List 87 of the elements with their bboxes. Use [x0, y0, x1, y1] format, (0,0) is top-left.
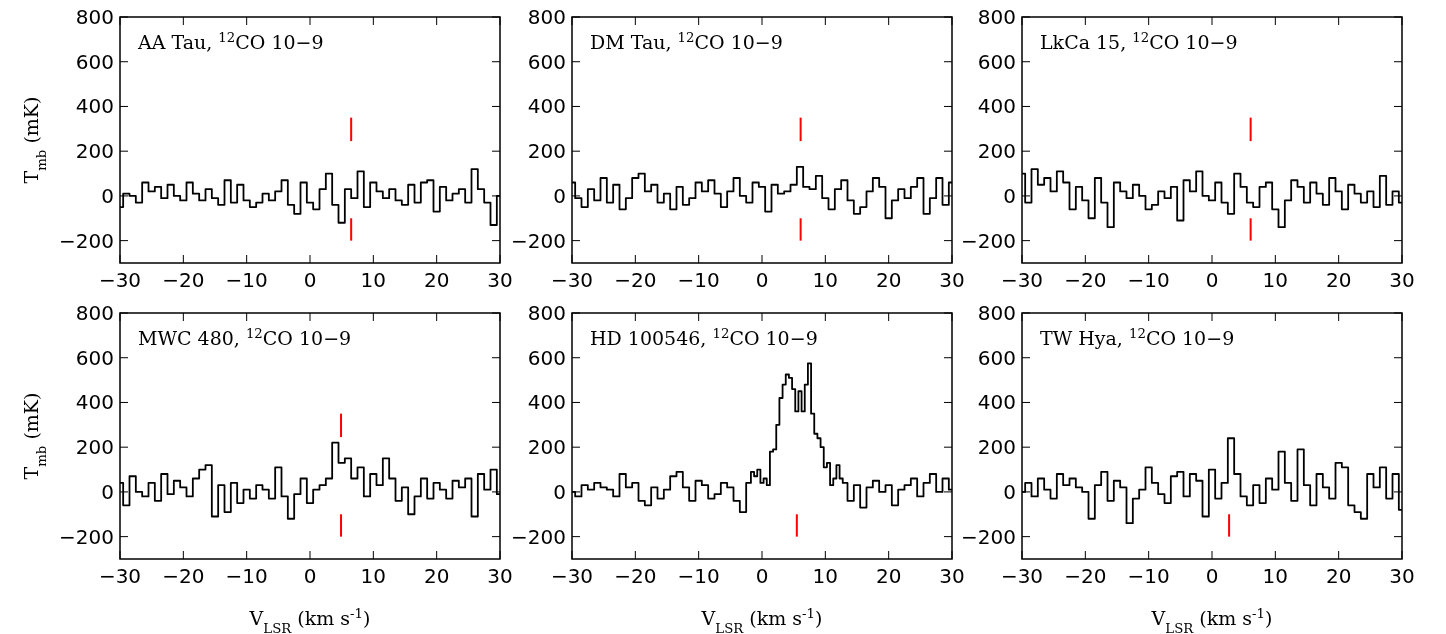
text: AA Tau, $^{12}$CO 10−9	[137, 29, 324, 53]
y-tick-label: 400	[75, 390, 114, 415]
y-tick-label: 800	[527, 5, 566, 29]
x-tick-label: 10	[360, 564, 387, 588]
x-tick-label: −20	[162, 268, 205, 292]
x-tick-label: 10	[1262, 564, 1289, 588]
text: DM Tau, $^{12}$CO 10−9	[590, 29, 783, 53]
y-tick-label: 0	[101, 479, 114, 504]
y-tick-label: 0	[1003, 183, 1016, 208]
y-tick-label: 0	[553, 479, 566, 504]
y-tick-label: 0	[553, 183, 566, 208]
x-tick-label: 0	[1205, 268, 1219, 292]
y-tick-label: −200	[961, 524, 1016, 549]
y-tick-label: 600	[977, 49, 1016, 74]
y-tick-label: 200	[75, 139, 114, 164]
y-tick-label: 200	[527, 435, 566, 460]
x-axis-title: V$_{LSR}$ (km s$^{-1}$)	[248, 605, 371, 634]
x-tick-label: 0	[303, 268, 317, 292]
x-tick-label: 30	[939, 268, 965, 292]
y-tick-label: 800	[977, 5, 1016, 29]
x-tick-label: 0	[755, 564, 769, 588]
x-tick-label: −20	[614, 268, 657, 292]
x-tick-label: 30	[487, 564, 513, 588]
x-tick-label: 20	[423, 564, 450, 588]
y-tick-label: −200	[961, 228, 1016, 253]
y-tick-label: −200	[511, 228, 566, 253]
x-axis-title: V$_{LSR}$ (km s$^{-1}$)	[700, 605, 823, 634]
x-tick-label: 0	[755, 268, 769, 292]
y-tick-label: −200	[59, 228, 114, 253]
x-tick-label: −20	[1064, 564, 1107, 588]
y-tick-label: 400	[527, 390, 566, 415]
x-tick-label: 30	[487, 268, 513, 292]
text: MWC 480, $^{12}$CO 10−9	[138, 325, 352, 349]
x-tick-label: 20	[875, 564, 902, 588]
x-tick-label: −30	[1000, 268, 1044, 292]
text: HD 100546, $^{12}$CO 10−9	[590, 325, 818, 349]
text: LkCa 15, $^{12}$CO 10−9	[1040, 29, 1238, 53]
x-axis-title: V$_{LSR}$ (km s$^{-1}$)	[1150, 605, 1273, 634]
text: TW Hya, $^{12}$CO 10−9	[1040, 325, 1235, 349]
y-tick-label: 800	[977, 301, 1016, 325]
x-tick-label: 20	[1325, 268, 1352, 292]
y-tick-label: 200	[977, 139, 1016, 164]
y-tick-label: 600	[75, 49, 114, 74]
y-tick-label: −200	[511, 524, 566, 549]
y-tick-label: 400	[977, 94, 1016, 119]
y-tick-label: 600	[977, 345, 1016, 370]
y-tick-label: 400	[977, 390, 1016, 415]
y-tick-label: 800	[75, 301, 114, 325]
y-tick-label: 0	[101, 183, 114, 208]
x-tick-label: 30	[1389, 268, 1415, 292]
x-tick-label: 0	[303, 564, 317, 588]
x-tick-label: 10	[812, 564, 839, 588]
y-tick-label: 200	[977, 435, 1016, 460]
y-tick-label: 600	[75, 345, 114, 370]
y-tick-label: 600	[527, 49, 566, 74]
x-tick-label: 0	[1205, 564, 1219, 588]
x-tick-label: 10	[360, 268, 387, 292]
y-tick-label: 200	[75, 435, 114, 460]
y-tick-label: 600	[527, 345, 566, 370]
x-tick-label: −30	[550, 268, 594, 292]
x-tick-label: −10	[677, 268, 720, 292]
x-tick-label: 10	[1262, 268, 1289, 292]
x-tick-label: −30	[98, 564, 142, 588]
y-tick-label: 400	[75, 94, 114, 119]
x-tick-label: −30	[98, 268, 142, 292]
x-tick-label: −10	[1127, 268, 1170, 292]
x-tick-label: −30	[1000, 564, 1044, 588]
x-tick-label: −20	[162, 564, 205, 588]
y-tick-label: 0	[1003, 479, 1016, 504]
x-tick-label: −20	[614, 564, 657, 588]
y-tick-label: 800	[75, 5, 114, 29]
x-tick-label: 30	[1389, 564, 1415, 588]
x-tick-label: 10	[812, 268, 839, 292]
x-tick-label: 20	[423, 268, 450, 292]
y-tick-label: −200	[59, 524, 114, 549]
x-tick-label: −10	[1127, 564, 1170, 588]
x-tick-label: −10	[225, 268, 268, 292]
x-tick-label: −20	[1064, 268, 1107, 292]
x-tick-label: −30	[550, 564, 594, 588]
y-tick-label: 800	[527, 301, 566, 325]
y-tick-label: 200	[527, 139, 566, 164]
x-tick-label: −10	[225, 564, 268, 588]
x-tick-label: −10	[677, 564, 720, 588]
x-tick-label: 20	[1325, 564, 1352, 588]
y-tick-label: 400	[527, 94, 566, 119]
x-tick-label: 20	[875, 268, 902, 292]
x-tick-label: 30	[939, 564, 965, 588]
